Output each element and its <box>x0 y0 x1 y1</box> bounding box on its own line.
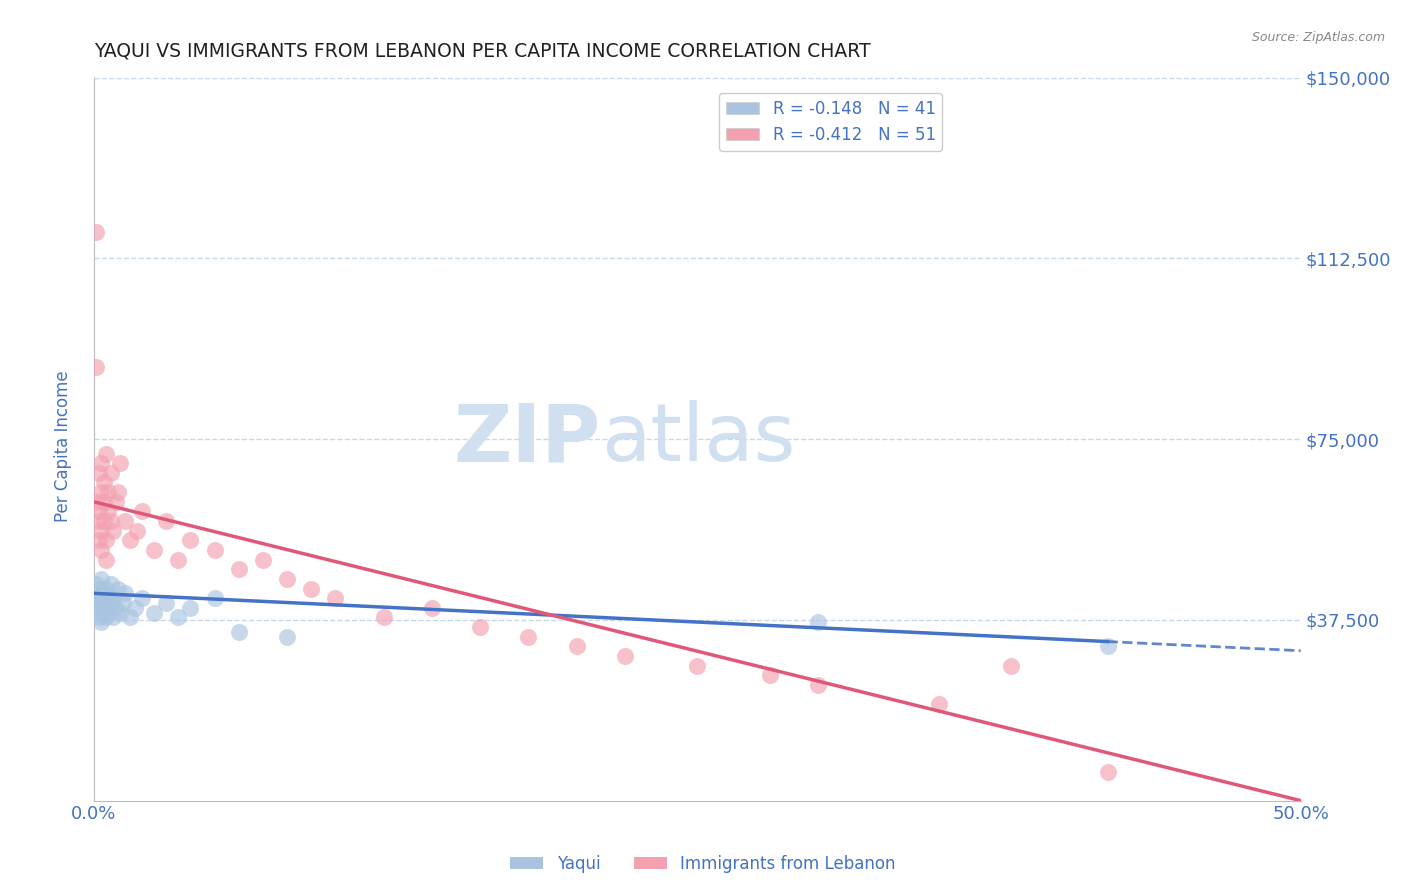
Point <box>1000 658 1022 673</box>
Point <box>100 596 122 610</box>
Point <box>104 495 127 509</box>
Point <box>87 533 110 548</box>
Point <box>167 552 190 566</box>
Text: atlas: atlas <box>600 401 796 478</box>
Point <box>90 485 112 500</box>
Point <box>299 582 322 596</box>
Point <box>90 524 112 538</box>
Point <box>323 591 346 606</box>
Point <box>97 586 120 600</box>
Point <box>100 466 122 480</box>
Legend: R = -0.148   N = 41, R = -0.412   N = 51: R = -0.148 N = 41, R = -0.412 N = 51 <box>720 93 942 151</box>
Point <box>103 591 125 606</box>
Point <box>94 446 117 460</box>
Point <box>86 359 108 374</box>
Point <box>87 596 110 610</box>
Point <box>179 600 201 615</box>
Point <box>143 606 166 620</box>
Point <box>1097 640 1119 654</box>
Point <box>87 610 110 624</box>
Point <box>107 485 129 500</box>
Point <box>110 456 132 470</box>
Point <box>120 533 142 548</box>
Point <box>228 562 250 576</box>
Point <box>100 514 122 528</box>
Point <box>87 586 110 600</box>
Point <box>114 514 136 528</box>
Point <box>107 582 129 596</box>
Point <box>104 600 127 615</box>
Point <box>87 466 110 480</box>
Point <box>93 514 115 528</box>
Point <box>86 576 108 591</box>
Point <box>86 591 108 606</box>
Point <box>167 610 190 624</box>
Point <box>87 514 110 528</box>
Point <box>565 640 588 654</box>
Point <box>120 610 142 624</box>
Text: YAQUI VS IMMIGRANTS FROM LEBANON PER CAPITA INCOME CORRELATION CHART: YAQUI VS IMMIGRANTS FROM LEBANON PER CAP… <box>94 42 870 61</box>
Point <box>94 533 117 548</box>
Point <box>100 576 122 591</box>
Point <box>155 514 177 528</box>
Point <box>131 591 153 606</box>
Point <box>90 600 112 615</box>
Point <box>179 533 201 548</box>
Point <box>97 504 120 518</box>
Point <box>103 524 125 538</box>
Point <box>90 543 112 558</box>
Point <box>93 596 115 610</box>
Point <box>86 225 108 239</box>
Point <box>103 610 125 624</box>
Point <box>94 610 117 624</box>
Point <box>127 524 149 538</box>
Point <box>94 552 117 566</box>
Point <box>86 495 108 509</box>
Point <box>807 615 830 630</box>
Point <box>90 572 112 586</box>
Point <box>252 552 274 566</box>
Point <box>928 697 950 711</box>
Point <box>228 624 250 639</box>
Point <box>94 582 117 596</box>
Point <box>807 678 830 692</box>
Point <box>97 485 120 500</box>
Point <box>87 582 110 596</box>
Point <box>143 543 166 558</box>
Point <box>90 456 112 470</box>
Point <box>131 504 153 518</box>
Point <box>114 586 136 600</box>
Point <box>87 504 110 518</box>
Point <box>90 591 112 606</box>
Point <box>373 610 395 624</box>
Point <box>111 596 134 610</box>
Point <box>758 668 780 682</box>
Legend: Yaqui, Immigrants from Lebanon: Yaqui, Immigrants from Lebanon <box>503 848 903 880</box>
Point <box>517 630 540 644</box>
Point <box>613 648 636 663</box>
Point <box>97 606 120 620</box>
Point <box>93 586 115 600</box>
Point <box>93 475 115 490</box>
Point <box>204 591 226 606</box>
Point <box>110 606 132 620</box>
Point <box>93 606 115 620</box>
Point <box>94 600 117 615</box>
Point <box>93 495 115 509</box>
Text: ZIP: ZIP <box>454 401 600 478</box>
Point <box>420 600 443 615</box>
Point <box>155 596 177 610</box>
Point <box>276 572 298 586</box>
Point <box>86 606 108 620</box>
Text: Source: ZipAtlas.com: Source: ZipAtlas.com <box>1251 31 1385 45</box>
Point <box>276 630 298 644</box>
Point <box>90 615 112 630</box>
Point <box>468 620 491 634</box>
Point <box>124 600 146 615</box>
Text: Per Capita Income: Per Capita Income <box>55 370 72 522</box>
Point <box>204 543 226 558</box>
Point <box>1097 764 1119 779</box>
Point <box>97 591 120 606</box>
Point <box>686 658 709 673</box>
